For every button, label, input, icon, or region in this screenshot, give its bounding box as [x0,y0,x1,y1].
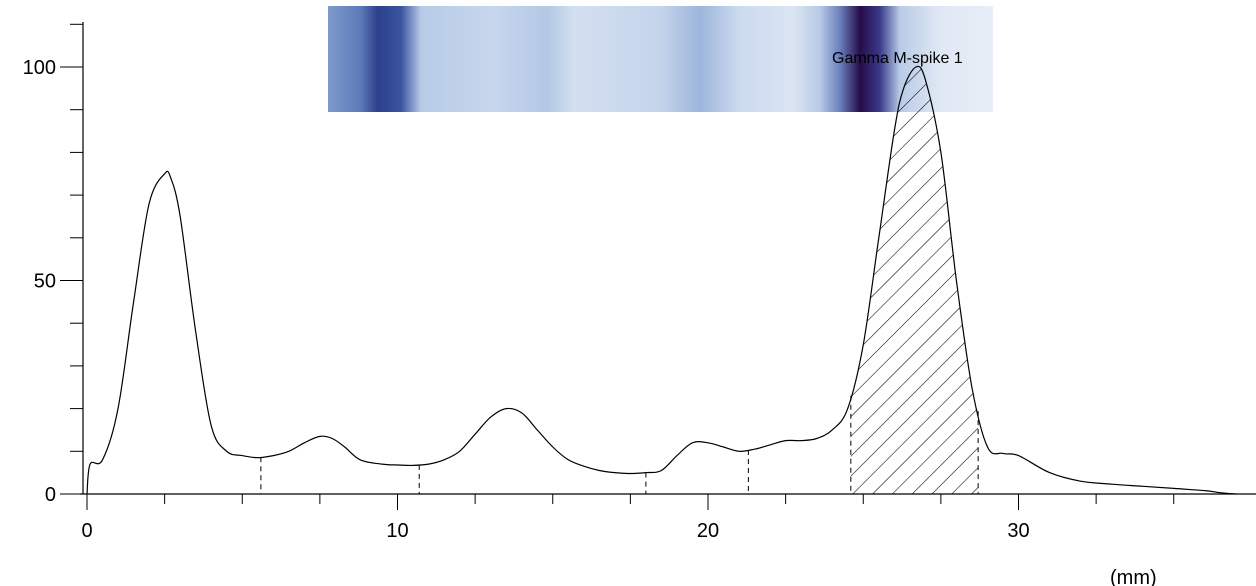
y-tick-label: 0 [45,484,56,506]
series-line [86,65,1236,495]
y-tick-label: 100 [23,57,56,79]
gel-strip-image [328,6,993,112]
x-axis-label: (mm) [1110,567,1157,586]
highlighted-region [850,66,979,494]
x-tick-label: 20 [697,520,719,542]
annotation-label: Gamma M-spike 1 [832,50,963,67]
x-tick-label: 10 [386,520,408,542]
y-tick-label: 50 [34,271,56,293]
x-tick-label: 0 [81,520,92,542]
x-tick-label: 30 [1007,520,1029,542]
